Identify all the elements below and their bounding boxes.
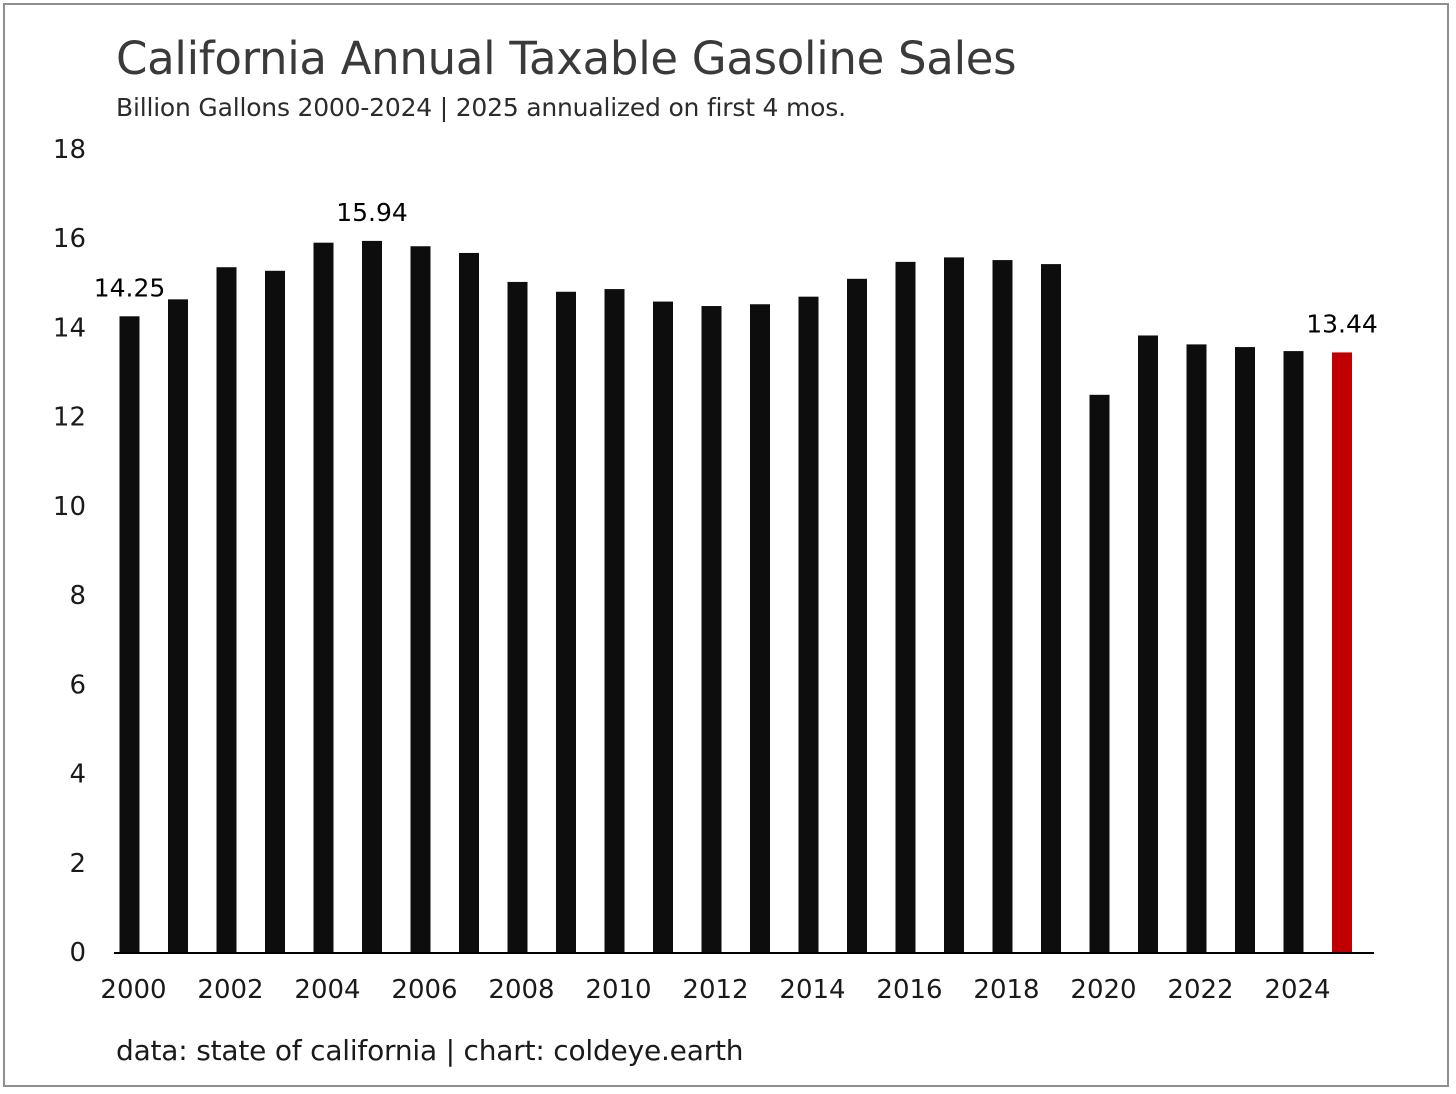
data-label-2005: 15.94 <box>336 198 408 227</box>
y-tick-label-10: 10 <box>53 492 86 522</box>
bar-2008 <box>507 281 528 952</box>
bar-2011 <box>653 301 673 952</box>
x-tick-label-2012: 2012 <box>682 975 748 1005</box>
x-tick-label-2022: 2022 <box>1167 975 1233 1005</box>
x-tick-label-2024: 2024 <box>1264 975 1330 1005</box>
y-tick-label-4: 4 <box>69 760 86 790</box>
y-tick-label-12: 12 <box>53 403 86 433</box>
bar-2014 <box>798 296 819 952</box>
data-label-2000: 14.25 <box>94 273 166 302</box>
x-tick-label-2010: 2010 <box>585 975 651 1005</box>
x-tick-label-2008: 2008 <box>488 975 554 1005</box>
x-tick-label-2000: 2000 <box>100 975 166 1005</box>
y-tick-label-2: 2 <box>69 849 86 879</box>
bar-2017 <box>944 257 964 952</box>
bar-2023 <box>1235 347 1255 952</box>
bar-2019 <box>1041 264 1061 952</box>
bar-2018 <box>992 260 1013 952</box>
bar-2010 <box>604 289 625 953</box>
chart-frame <box>3 3 1449 1087</box>
chart-title: California Annual Taxable Gasoline Sales <box>116 32 1017 85</box>
bar-2024 <box>1283 351 1304 952</box>
x-tick-label-2020: 2020 <box>1070 975 1136 1005</box>
bar-2012 <box>701 306 722 952</box>
x-axis-ticks: 2000 2002 2004 2006 2008 2010 2012 2014 2016 2018… <box>100 975 1330 1005</box>
bar-2020 <box>1089 394 1110 952</box>
bars <box>119 240 1352 953</box>
bar-2009 <box>556 291 576 952</box>
bar-2006 <box>410 246 431 953</box>
y-tick-label-8: 8 <box>69 581 86 611</box>
bar-2000 <box>119 316 140 953</box>
x-tick-label-2006: 2006 <box>391 975 457 1005</box>
x-tick-label-2016: 2016 <box>876 975 942 1005</box>
y-tick-label-16: 16 <box>53 224 86 254</box>
x-tick-label-2004: 2004 <box>294 975 360 1005</box>
bar-2025 <box>1332 352 1352 953</box>
x-tick-label-2014: 2014 <box>779 975 845 1005</box>
bar-2015 <box>847 278 867 952</box>
bar-2001 <box>168 299 188 952</box>
y-tick-label-18: 18 <box>53 135 86 165</box>
bar-2016 <box>895 261 916 953</box>
x-tick-label-2002: 2002 <box>197 975 263 1005</box>
bar-2022 <box>1186 344 1207 952</box>
bar-2004 <box>313 242 334 952</box>
bar-2013 <box>750 304 770 952</box>
bar-2003 <box>265 270 285 952</box>
data-labels: 14.25 15.94 13.44 <box>94 198 1378 339</box>
bar-2021 <box>1138 335 1158 952</box>
y-axis-ticks: 0 2 4 6 8 10 12 14 16 18 <box>53 135 86 968</box>
chart-subtitle: Billion Gallons 2000-2024 | 2025 annuali… <box>116 93 846 122</box>
chart-source: data: state of california | chart: colde… <box>116 1034 744 1067</box>
bar-2005 <box>362 240 382 952</box>
bar-2007 <box>459 252 479 952</box>
x-tick-label-2018: 2018 <box>973 975 1039 1005</box>
bar-2002 <box>216 267 237 952</box>
data-label-2025: 13.44 <box>1306 309 1378 338</box>
y-tick-label-0: 0 <box>69 938 86 968</box>
y-tick-label-6: 6 <box>69 670 86 700</box>
y-tick-label-14: 14 <box>53 313 86 343</box>
